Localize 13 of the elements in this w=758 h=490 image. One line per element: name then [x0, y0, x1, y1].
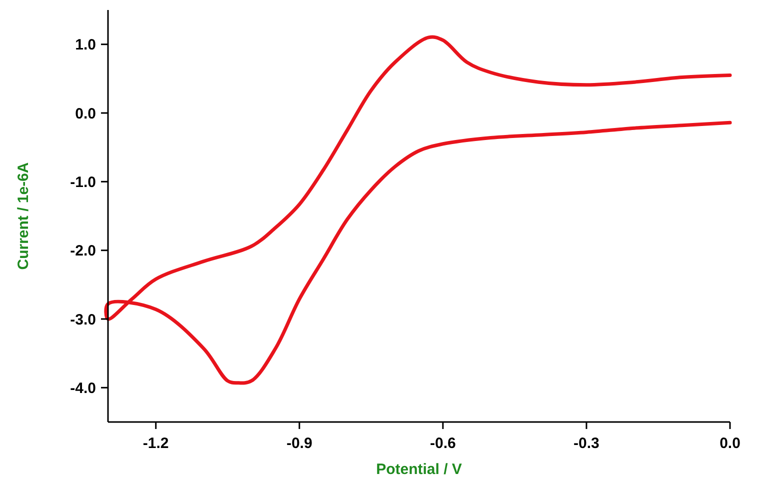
y-tick-label: 0.0	[75, 105, 96, 122]
y-tick-label: -1.0	[70, 174, 96, 191]
y-tick-label: -2.0	[70, 242, 96, 260]
y-axis-title: Current / 1e-6A	[15, 162, 32, 270]
x-axis-title: Potential / V	[376, 461, 462, 478]
y-tick-label: -4.0	[70, 380, 96, 397]
y-tick-label: -3.0	[70, 311, 96, 328]
x-tick-label: -0.3	[574, 435, 600, 452]
x-tick-label: -1.2	[142, 435, 169, 452]
x-tick-label: -0.6	[430, 435, 456, 452]
x-tick-label: -0.9	[286, 435, 312, 452]
x-tick-label: 0.0	[720, 435, 740, 452]
y-tick-label: 1.0	[75, 36, 96, 54]
